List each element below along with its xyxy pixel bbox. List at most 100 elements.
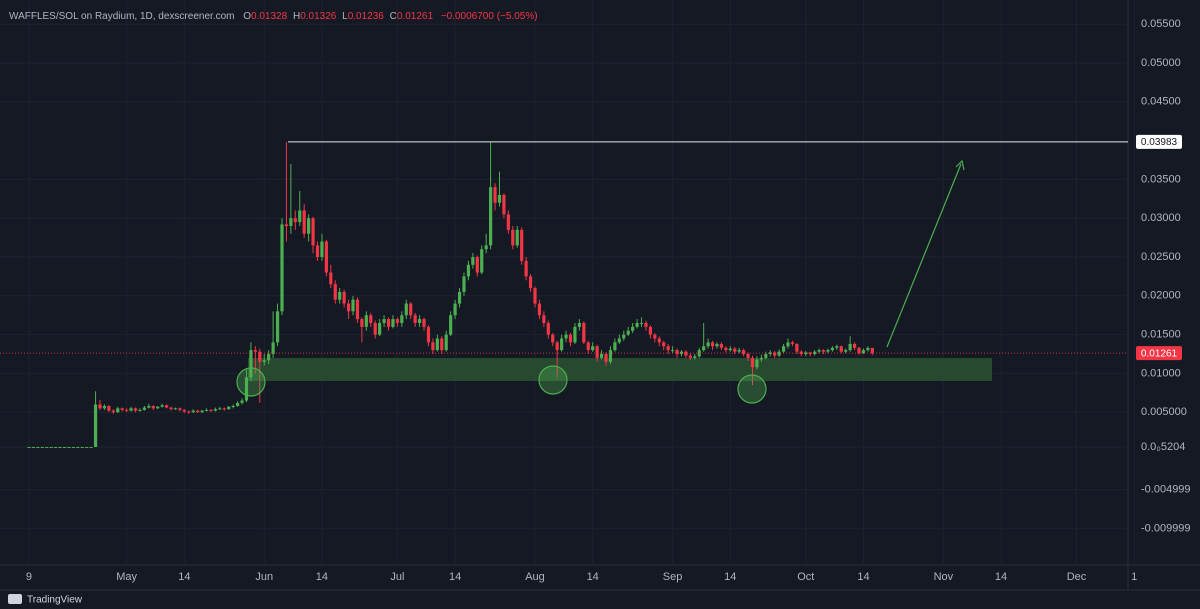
candle-body	[204, 409, 209, 411]
candle-body	[599, 354, 604, 358]
candle-body	[489, 187, 493, 246]
candle-body	[196, 410, 200, 413]
candle-body	[98, 404, 102, 409]
y-tick-label: -0.004999	[1141, 484, 1191, 496]
candle-body	[511, 229, 515, 246]
candle-body	[502, 194, 506, 215]
candle-body	[728, 348, 732, 351]
candle-body	[870, 347, 874, 354]
candle-body	[209, 409, 213, 411]
candle-body	[404, 303, 408, 316]
candle-body	[591, 346, 595, 351]
candle-body	[378, 322, 382, 335]
candle-body	[431, 342, 435, 351]
price-label: 0.01261	[1141, 348, 1178, 359]
ohlc-label: H	[293, 11, 300, 22]
ohlc-label: O	[243, 11, 251, 22]
candle-body	[49, 446, 53, 448]
candle-body	[284, 224, 289, 226]
y-tick-label: 0.05500	[1141, 18, 1181, 30]
candle-body	[773, 352, 777, 356]
support-circle	[236, 367, 266, 397]
candle-body	[293, 218, 297, 223]
candle-body	[338, 291, 342, 300]
candle-body	[795, 343, 799, 352]
candle-body	[639, 322, 644, 324]
candle-body	[71, 446, 75, 448]
price-label: 0.03983	[1141, 137, 1178, 148]
candle-body	[484, 245, 488, 250]
candle-body	[742, 350, 746, 355]
candle-body	[750, 357, 755, 368]
ohlc-value: 0.01328	[251, 11, 288, 22]
projection-arrow	[886, 163, 962, 348]
overlay-layer: 0.05500 0.05000 0.04500 0.03500 0.03000 0.025…	[0, 18, 1191, 583]
y-tick-label: 0.005000	[1141, 406, 1187, 418]
ohlc-value: 0.01261	[397, 11, 434, 22]
candle-body	[497, 194, 502, 203]
candle-body	[644, 322, 648, 327]
candle-body	[333, 284, 337, 300]
ohlc-value: 0.01236	[348, 11, 385, 22]
candle-body	[781, 346, 786, 352]
candle-body	[160, 405, 164, 407]
candle-body	[617, 338, 621, 343]
candle-body	[40, 446, 44, 448]
candle-body	[457, 291, 462, 304]
candle-body	[244, 377, 249, 401]
candle-body	[178, 408, 182, 410]
candle-body	[262, 360, 266, 362]
candle-body	[826, 350, 830, 352]
y-tick-label: 0.05000	[1141, 57, 1181, 69]
x-tick-label: 14	[178, 571, 190, 583]
candle-body	[706, 342, 710, 347]
candle-body	[471, 257, 475, 265]
y-tick-label: 0.01500	[1141, 329, 1181, 341]
x-tick-label: 14	[316, 571, 328, 583]
candle-body	[551, 334, 555, 343]
y-tick-label: 0.03000	[1141, 212, 1181, 224]
y-tick-label: -0.009999	[1141, 523, 1191, 535]
candle-body	[515, 229, 519, 246]
candle-body	[324, 241, 328, 273]
candle-body	[342, 291, 346, 304]
candle-body	[848, 343, 852, 351]
candle-body	[320, 241, 324, 258]
candle-body	[675, 350, 679, 355]
candle-body	[27, 446, 31, 448]
candle-body	[133, 408, 138, 411]
candle-body	[702, 346, 706, 351]
candle-body	[568, 334, 573, 343]
candle-body	[102, 405, 107, 409]
candle-body	[142, 407, 146, 410]
candle-body	[289, 218, 293, 226]
candle-body	[528, 276, 533, 289]
candle-body	[147, 405, 151, 408]
candle-body	[93, 404, 98, 447]
candle-body	[253, 350, 257, 352]
candle-body	[586, 342, 590, 351]
candle-body	[275, 311, 280, 343]
candle-body	[116, 408, 120, 413]
candle-body	[817, 350, 821, 352]
candle-body	[54, 446, 58, 448]
candle-body	[635, 322, 639, 327]
candle-body	[604, 354, 608, 362]
candle-body	[648, 326, 652, 335]
x-tick-label: Nov	[934, 571, 954, 583]
y-tick-label: 0.04500	[1141, 96, 1181, 108]
candle-body	[755, 359, 759, 368]
candle-body	[657, 338, 661, 343]
candle-body	[560, 338, 564, 351]
candle-body	[857, 347, 861, 354]
candle-body	[62, 446, 67, 448]
y-tick-label: 0.0₀5204	[1141, 441, 1185, 453]
brand: TradingView	[27, 595, 83, 606]
candle-body	[125, 409, 129, 411]
candle-body	[240, 400, 244, 403]
candle-body	[595, 346, 599, 358]
candle-body	[764, 354, 768, 358]
candle-body	[213, 409, 218, 411]
candle-body	[466, 264, 471, 277]
